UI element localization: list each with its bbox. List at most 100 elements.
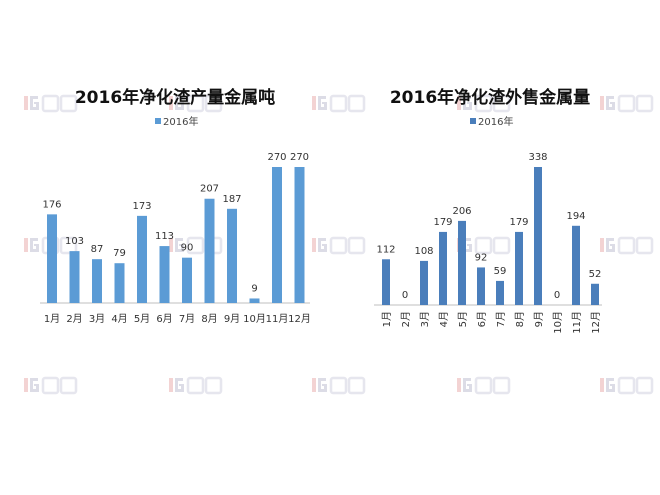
- logo-mark: [492, 94, 511, 113]
- logo-mark: [186, 376, 205, 395]
- bar: [92, 259, 102, 303]
- data-label: 173: [132, 201, 151, 212]
- bar: [69, 251, 80, 303]
- watermark-logo: [457, 376, 511, 395]
- logo-mark: [59, 376, 78, 395]
- data-label: 179: [433, 217, 452, 228]
- x-tick-label: 9月: [533, 311, 545, 327]
- x-tick-label: 2月: [66, 313, 82, 325]
- bar: [439, 231, 447, 305]
- logo-mark: [329, 236, 348, 255]
- bar: [515, 231, 523, 305]
- x-tick-label: 8月: [201, 313, 217, 325]
- logo-mark: [347, 236, 366, 255]
- watermark-logo: [24, 376, 78, 395]
- logo-icon: [463, 96, 472, 110]
- data-label: 207: [200, 184, 219, 195]
- legend-label: 2016年: [478, 115, 513, 128]
- logo-mark: [617, 94, 636, 113]
- logo-icon: [175, 238, 184, 252]
- logo-icon: [30, 378, 39, 392]
- logo-mark: [474, 94, 493, 113]
- bar: [249, 298, 260, 303]
- logo-mark: [617, 236, 636, 255]
- watermark-logo: [600, 236, 654, 255]
- data-label: 9: [251, 283, 257, 294]
- bar: [591, 283, 599, 305]
- logo-mark: [186, 94, 205, 113]
- x-tick-label: 4月: [111, 313, 127, 325]
- watermark-logo: [312, 94, 366, 113]
- logo-mark: [347, 376, 366, 395]
- logo-mark: [474, 236, 493, 255]
- bar: [534, 167, 542, 305]
- logo-icon: [463, 378, 472, 392]
- bar: [477, 267, 485, 305]
- logo-mark: [41, 94, 60, 113]
- logo-mark: [186, 236, 205, 255]
- logo-mark: [329, 94, 348, 113]
- data-label: 194: [566, 211, 585, 222]
- logo-icon: [312, 378, 316, 392]
- logo-mark: [492, 376, 511, 395]
- logo-mark: [635, 236, 654, 255]
- data-label: 0: [402, 290, 408, 301]
- data-label: 187: [222, 194, 241, 205]
- logo-icon: [606, 238, 615, 252]
- logo-mark: [635, 94, 654, 113]
- logo-icon: [312, 96, 316, 110]
- x-tick-label: 6月: [156, 313, 172, 325]
- data-label: 179: [509, 217, 528, 228]
- watermark-logo: [169, 94, 223, 113]
- x-tick-label: 9月: [224, 313, 240, 325]
- data-label: 270: [267, 152, 286, 163]
- x-tick-label: 1月: [44, 313, 60, 325]
- x-tick-label: 6月: [476, 311, 488, 327]
- x-tick-label: 7月: [179, 313, 195, 325]
- bar: [294, 167, 305, 303]
- logo-icon: [318, 96, 327, 110]
- logo-mark: [347, 94, 366, 113]
- logo-icon: [24, 238, 28, 252]
- x-tick-label: 8月: [514, 311, 526, 327]
- x-tick-label: 12月: [590, 311, 602, 334]
- bar: [272, 167, 282, 303]
- watermark-logo: [312, 376, 366, 395]
- watermark-logo: [457, 94, 511, 113]
- chart-title: 2016年净化渣产量金属吨: [75, 87, 275, 108]
- data-label: 92: [475, 252, 488, 263]
- x-tick-label: 10月: [243, 313, 266, 325]
- logo-mark: [617, 376, 636, 395]
- bar: [572, 225, 580, 305]
- watermark-logo: [600, 94, 654, 113]
- logo-mark: [41, 376, 60, 395]
- bar: [420, 260, 428, 305]
- bar: [114, 263, 125, 303]
- x-tick-label: 2月: [400, 311, 412, 327]
- logo-icon: [600, 238, 604, 252]
- x-tick-label: 4月: [438, 311, 450, 327]
- logo-icon: [606, 96, 615, 110]
- data-label: 113: [155, 231, 174, 242]
- logo-icon: [30, 96, 39, 110]
- data-label: 0: [554, 290, 560, 301]
- logo-icon: [457, 378, 461, 392]
- logo-icon: [169, 238, 173, 252]
- logo-mark: [492, 236, 511, 255]
- x-tick-label: 7月: [495, 311, 507, 327]
- x-tick-label: 1月: [381, 311, 393, 327]
- logo-mark: [635, 376, 654, 395]
- logo-icon: [175, 378, 184, 392]
- logo-icon: [175, 96, 184, 110]
- data-label: 79: [113, 248, 126, 259]
- data-label: 270: [290, 152, 309, 163]
- logo-icon: [24, 378, 28, 392]
- x-tick-label: 3月: [89, 313, 105, 325]
- logo-mark: [204, 94, 223, 113]
- logo-icon: [600, 96, 604, 110]
- legend-label: 2016年: [163, 115, 198, 128]
- logo-icon: [30, 238, 39, 252]
- legend-swatch: [155, 118, 161, 124]
- logo-icon: [318, 378, 327, 392]
